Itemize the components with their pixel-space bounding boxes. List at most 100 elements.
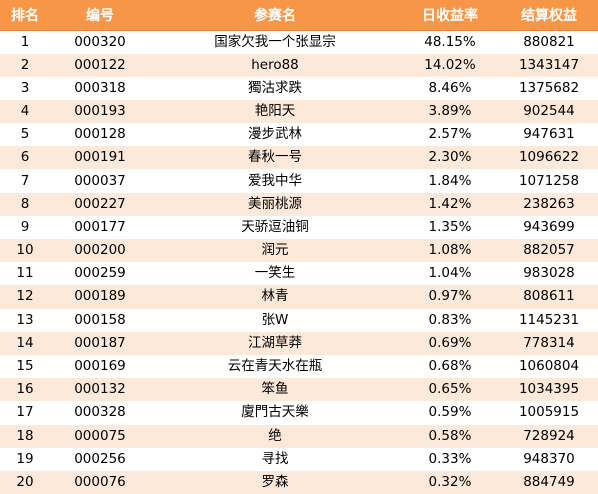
cell-rank: 1 — [0, 30, 50, 54]
table-row: 3 000318 獨沽求跌 8.46% 1375682 — [0, 76, 598, 100]
cell-id: 000320 — [50, 30, 150, 54]
cell-contestant-name: 漫步武林 — [150, 123, 400, 147]
cell-id: 000122 — [50, 53, 150, 77]
cell-daily-return: 0.69% — [400, 331, 500, 355]
cell-contestant-name: hero88 — [150, 53, 400, 77]
cell-contestant-name: 獨沽求跌 — [150, 76, 400, 100]
cell-settlement-equity: 1034395 — [500, 378, 598, 402]
header-row: 排名 编号 参赛名 日收益率 结算权益 — [0, 0, 598, 31]
cell-contestant-name: 国家欠我一个张显宗 — [150, 30, 400, 54]
cell-id: 000328 — [50, 401, 150, 425]
cell-contestant-name: 天骄逗油铜 — [150, 215, 400, 239]
cell-settlement-equity: 943699 — [500, 215, 598, 239]
cell-id: 000177 — [50, 215, 150, 239]
cell-id: 000076 — [50, 470, 150, 494]
table-row: 2 000122 hero88 14.02% 1343147 — [0, 53, 598, 77]
cell-rank: 13 — [0, 308, 50, 332]
cell-contestant-name: 罗森 — [150, 470, 400, 494]
header-id: 编号 — [50, 0, 150, 31]
cell-contestant-name: 张W — [150, 308, 400, 332]
table-row: 16 000132 笨鱼 0.65% 1034395 — [0, 378, 598, 402]
table-row: 4 000193 艳阳天 3.89% 902544 — [0, 99, 598, 124]
cell-id: 000191 — [50, 146, 150, 170]
table-row: 15 000169 云在青天水在瓶 0.68% 1060804 — [0, 354, 598, 379]
cell-contestant-name: 爱我中华 — [150, 169, 400, 193]
table-row: 14 000187 江湖草莽 0.69% 778314 — [0, 331, 598, 355]
cell-rank: 5 — [0, 123, 50, 147]
cell-rank: 6 — [0, 146, 50, 170]
cell-rank: 10 — [0, 239, 50, 263]
header-contestant-name: 参赛名 — [150, 0, 400, 31]
cell-id: 000193 — [50, 99, 150, 124]
cell-settlement-equity: 983028 — [500, 262, 598, 286]
table-row: 17 000328 廈門古天樂 0.59% 1005915 — [0, 401, 598, 425]
table-row: 13 000158 张W 0.83% 1145231 — [0, 308, 598, 332]
cell-settlement-equity: 948370 — [500, 447, 598, 471]
cell-settlement-equity: 1071258 — [500, 169, 598, 193]
cell-id: 000259 — [50, 262, 150, 286]
cell-daily-return: 2.57% — [400, 123, 500, 147]
cell-id: 000256 — [50, 447, 150, 471]
table-row: 10 000200 润元 1.08% 882057 — [0, 239, 598, 263]
cell-settlement-equity: 1060804 — [500, 354, 598, 379]
table-row: 6 000191 春秋一号 2.30% 1096622 — [0, 146, 598, 170]
cell-contestant-name: 春秋一号 — [150, 146, 400, 170]
cell-rank: 19 — [0, 447, 50, 471]
cell-contestant-name: 艳阳天 — [150, 99, 400, 124]
table-row: 7 000037 爱我中华 1.84% 1071258 — [0, 169, 598, 193]
table-row: 1 000320 国家欠我一个张显宗 48.15% 880821 — [0, 30, 598, 54]
cell-contestant-name: 一笑生 — [150, 262, 400, 286]
cell-daily-return: 1.08% — [400, 239, 500, 263]
cell-id: 000128 — [50, 123, 150, 147]
cell-id: 000132 — [50, 378, 150, 402]
cell-daily-return: 2.30% — [400, 146, 500, 170]
table-row: 18 000075 绝 0.58% 728924 — [0, 424, 598, 448]
cell-daily-return: 0.83% — [400, 308, 500, 332]
table-row: 11 000259 一笑生 1.04% 983028 — [0, 262, 598, 286]
cell-rank: 12 — [0, 285, 50, 309]
cell-settlement-equity: 1375682 — [500, 76, 598, 100]
cell-settlement-equity: 884749 — [500, 470, 598, 494]
cell-rank: 16 — [0, 378, 50, 402]
table-body: 1 000320 国家欠我一个张显宗 48.15% 880821 2 000122 hero8… — [0, 30, 598, 494]
cell-daily-return: 14.02% — [400, 53, 500, 77]
cell-settlement-equity: 1005915 — [500, 401, 598, 425]
cell-settlement-equity: 1096622 — [500, 146, 598, 170]
cell-contestant-name: 廈門古天樂 — [150, 401, 400, 425]
cell-daily-return: 1.35% — [400, 215, 500, 239]
cell-rank: 4 — [0, 99, 50, 124]
cell-daily-return: 0.59% — [400, 401, 500, 425]
cell-id: 000075 — [50, 424, 150, 448]
cell-contestant-name: 林青 — [150, 285, 400, 309]
cell-contestant-name: 美丽桃源 — [150, 192, 400, 216]
header-rank: 排名 — [0, 0, 50, 31]
header-settlement-equity: 结算权益 — [500, 0, 598, 31]
cell-rank: 14 — [0, 331, 50, 355]
cell-id: 000187 — [50, 331, 150, 355]
cell-id: 000189 — [50, 285, 150, 309]
cell-settlement-equity: 1343147 — [500, 53, 598, 77]
cell-settlement-equity: 880821 — [500, 30, 598, 54]
cell-id: 000169 — [50, 354, 150, 379]
cell-rank: 20 — [0, 470, 50, 494]
cell-rank: 18 — [0, 424, 50, 448]
cell-daily-return: 1.84% — [400, 169, 500, 193]
cell-contestant-name: 云在青天水在瓶 — [150, 354, 400, 379]
cell-contestant-name: 寻找 — [150, 447, 400, 471]
cell-settlement-equity: 728924 — [500, 424, 598, 448]
cell-daily-return: 0.58% — [400, 424, 500, 448]
cell-daily-return: 0.97% — [400, 285, 500, 309]
header-daily-return: 日收益率 — [400, 0, 500, 31]
cell-rank: 11 — [0, 262, 50, 286]
table-row: 20 000076 罗森 0.32% 884749 — [0, 470, 598, 494]
cell-daily-return: 0.68% — [400, 354, 500, 379]
cell-settlement-equity: 882057 — [500, 239, 598, 263]
table-row: 9 000177 天骄逗油铜 1.35% 943699 — [0, 215, 598, 239]
table-header: 排名 编号 参赛名 日收益率 结算权益 — [0, 0, 598, 31]
cell-daily-return: 0.32% — [400, 470, 500, 494]
table-row: 5 000128 漫步武林 2.57% 947631 — [0, 123, 598, 147]
cell-contestant-name: 绝 — [150, 424, 400, 448]
cell-settlement-equity: 902544 — [500, 99, 598, 124]
cell-daily-return: 1.42% — [400, 192, 500, 216]
cell-settlement-equity: 238263 — [500, 192, 598, 216]
